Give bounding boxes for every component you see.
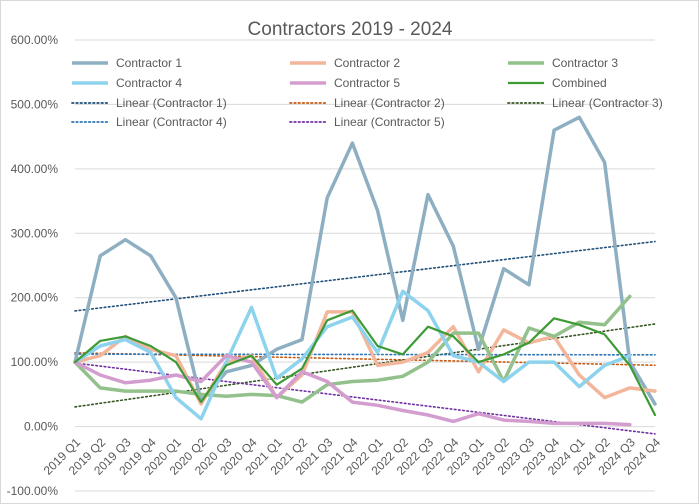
y-tick-label: -100.00% — [7, 484, 59, 498]
y-axis-ticks: -100.00% 0.00% 100.00% 200.00% 300.00% 400.00… — [7, 33, 59, 498]
legend-label: Contractor 5 — [334, 76, 400, 90]
legend-label: Contractor 4 — [116, 76, 182, 90]
series-line-combined — [73, 309, 657, 417]
y-tick-label: 100.00% — [11, 355, 59, 369]
legend-item-contractor-4: Contractor 4 — [72, 76, 182, 90]
y-tick-label: 0.00% — [24, 420, 58, 434]
chart-title: Contractors 2019 - 2024 — [248, 19, 453, 40]
series-line-contractor-2 — [73, 310, 657, 406]
y-tick-label: 600.00% — [11, 33, 59, 47]
y-tick-label: 500.00% — [11, 97, 59, 111]
legend-item-linear-contractor-4: Linear (Contractor 4) — [71, 115, 227, 129]
legend-label: Linear (Contractor 2) — [334, 96, 445, 110]
series-line-contractor-4 — [73, 289, 632, 421]
legend-label: Linear (Contractor 4) — [116, 115, 227, 129]
y-tick-label: 200.00% — [11, 291, 59, 305]
legend-item-linear-contractor-2: Linear (Contractor 2) — [289, 96, 445, 110]
legend-item-linear-contractor-5: Linear (Contractor 5) — [289, 115, 445, 129]
series-line-contractor-3 — [73, 294, 632, 404]
trendline-linear-contractor-1 — [74, 240, 656, 312]
legend-item-combined: Combined — [508, 76, 607, 90]
legend-label: Linear (Contractor 5) — [334, 115, 445, 129]
legend: Contractor 1 Contractor 2 Contractor 3 Cont… — [71, 56, 663, 129]
y-tick-label: 300.00% — [11, 226, 59, 240]
legend-item-contractor-1: Contractor 1 — [72, 56, 182, 70]
series-line-contractor-5 — [73, 353, 632, 427]
legend-label: Contractor 3 — [552, 56, 618, 70]
legend-item-contractor-2: Contractor 2 — [290, 56, 400, 70]
legend-item-linear-contractor-3: Linear (Contractor 3) — [507, 96, 663, 110]
legend-item-contractor-3: Contractor 3 — [508, 56, 618, 70]
legend-label: Linear (Contractor 3) — [552, 96, 663, 110]
gridlines — [75, 39, 655, 492]
series-line-contractor-1 — [73, 115, 657, 406]
y-tick-label: 400.00% — [11, 162, 59, 176]
legend-label: Contractor 1 — [116, 56, 182, 70]
legend-item-linear-contractor-1: Linear (Contractor 1) — [71, 96, 227, 110]
series-lines — [73, 115, 657, 427]
legend-label: Combined — [552, 76, 607, 90]
legend-label: Contractor 2 — [334, 56, 400, 70]
legend-item-contractor-5: Contractor 5 — [290, 76, 400, 90]
legend-label: Linear (Contractor 1) — [116, 96, 227, 110]
